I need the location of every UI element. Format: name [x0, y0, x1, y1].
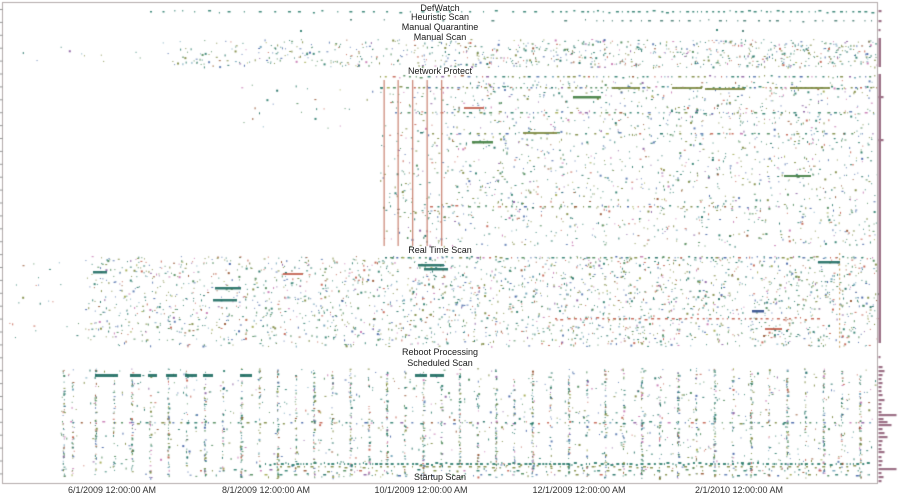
category-label-manual-scan: Manual Scan	[413, 32, 467, 42]
category-label-defwatch: DefWatch	[420, 3, 460, 13]
x-axis-label-feb-2010: 2/1/2010 12:00:00 AM	[694, 485, 784, 495]
x-axis-label-jun-2009: 6/1/2009 12:00:00 AM	[67, 485, 157, 495]
category-label-scheduled-scan: Scheduled Scan	[407, 358, 473, 368]
category-label-network-protect: Network Protect	[407, 66, 473, 76]
category-label-startup-scan: Startup Scan	[413, 472, 467, 482]
x-axis-label-dec-2009: 12/1/2009 12:00:00 AM	[532, 485, 626, 495]
x-axis-label-aug-2009: 8/1/2009 12:00:00 AM	[221, 485, 311, 495]
category-label-manual-quarantine: Manual Quarantine	[401, 22, 479, 32]
x-axis-label-oct-2009: 10/1/2009 12:00:00 AM	[374, 485, 468, 495]
category-label-reboot-processing: Reboot Processing	[401, 347, 479, 357]
category-label-heuristic-scan: Heuristic Scan	[410, 12, 470, 22]
category-label-real-time-scan: Real Time Scan	[408, 245, 472, 255]
